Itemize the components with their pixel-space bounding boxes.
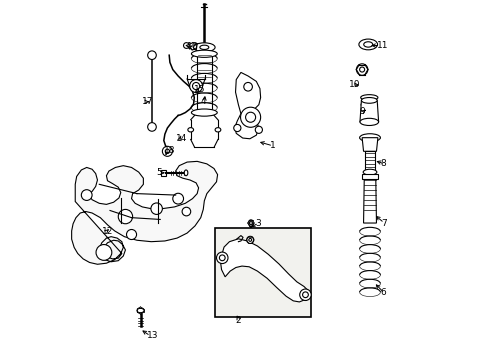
Ellipse shape xyxy=(358,39,377,50)
Text: 6: 6 xyxy=(380,288,386,297)
Circle shape xyxy=(246,236,253,243)
Circle shape xyxy=(182,207,190,216)
Circle shape xyxy=(183,42,189,48)
Circle shape xyxy=(356,64,367,75)
Text: 10: 10 xyxy=(348,81,359,90)
Text: 2: 2 xyxy=(235,316,241,325)
Text: 9: 9 xyxy=(359,107,364,116)
Circle shape xyxy=(118,210,132,224)
Ellipse shape xyxy=(215,128,221,132)
Ellipse shape xyxy=(360,95,377,100)
Circle shape xyxy=(233,125,241,132)
Ellipse shape xyxy=(184,170,187,176)
Ellipse shape xyxy=(363,42,372,47)
Text: 3: 3 xyxy=(255,219,261,228)
Text: 1: 1 xyxy=(269,141,275,150)
Circle shape xyxy=(245,112,255,122)
Circle shape xyxy=(147,123,156,131)
Text: 17: 17 xyxy=(142,97,154,106)
Circle shape xyxy=(249,222,252,225)
Text: 12: 12 xyxy=(102,228,113,237)
Circle shape xyxy=(219,255,224,261)
Circle shape xyxy=(192,82,199,90)
Polygon shape xyxy=(72,161,217,264)
Ellipse shape xyxy=(363,169,376,175)
Text: 18: 18 xyxy=(163,146,175,155)
Circle shape xyxy=(189,80,202,93)
Ellipse shape xyxy=(187,128,193,132)
Circle shape xyxy=(248,238,251,241)
Ellipse shape xyxy=(361,116,376,122)
Ellipse shape xyxy=(359,134,380,141)
Circle shape xyxy=(240,107,260,127)
Text: 13: 13 xyxy=(147,332,158,341)
Circle shape xyxy=(151,203,162,215)
Circle shape xyxy=(147,51,156,59)
Text: 14: 14 xyxy=(176,134,187,143)
Circle shape xyxy=(255,126,262,134)
Circle shape xyxy=(359,67,364,72)
FancyBboxPatch shape xyxy=(215,228,310,317)
Ellipse shape xyxy=(360,102,377,108)
Ellipse shape xyxy=(191,109,217,116)
Text: 11: 11 xyxy=(376,41,387,50)
Polygon shape xyxy=(161,170,165,176)
Text: 8: 8 xyxy=(380,159,386,168)
Circle shape xyxy=(216,252,227,264)
Text: 16: 16 xyxy=(187,42,198,51)
Ellipse shape xyxy=(200,45,208,49)
Polygon shape xyxy=(362,174,377,179)
Polygon shape xyxy=(364,151,374,172)
Circle shape xyxy=(165,149,169,153)
Ellipse shape xyxy=(359,118,378,126)
Circle shape xyxy=(302,292,308,298)
Circle shape xyxy=(126,229,136,239)
Ellipse shape xyxy=(361,109,376,115)
Ellipse shape xyxy=(137,309,144,313)
Text: 15: 15 xyxy=(194,85,205,94)
Ellipse shape xyxy=(361,98,376,103)
Text: 5: 5 xyxy=(156,168,162,177)
Ellipse shape xyxy=(191,50,217,57)
Polygon shape xyxy=(359,100,378,122)
Circle shape xyxy=(81,190,92,201)
Ellipse shape xyxy=(193,43,215,52)
Circle shape xyxy=(244,82,252,91)
Polygon shape xyxy=(220,239,308,302)
Circle shape xyxy=(299,289,310,301)
Circle shape xyxy=(172,193,183,204)
Circle shape xyxy=(96,244,112,260)
Polygon shape xyxy=(362,138,377,151)
Circle shape xyxy=(162,146,172,156)
Polygon shape xyxy=(363,176,376,223)
Text: 7: 7 xyxy=(380,219,386,228)
Ellipse shape xyxy=(248,220,253,226)
Text: 4: 4 xyxy=(201,96,206,105)
Polygon shape xyxy=(234,72,260,139)
